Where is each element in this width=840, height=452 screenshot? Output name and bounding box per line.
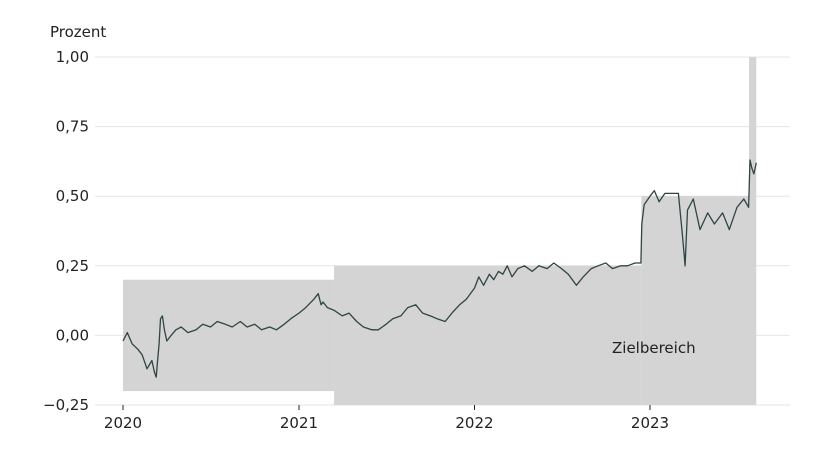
- y-axis-ticks: 1,00 0,75 0,50 0,25 0,00 −0,25: [43, 48, 89, 414]
- x-tick-label: 2021: [280, 414, 318, 432]
- y-tick-label: 0,75: [56, 118, 89, 136]
- x-tick-label: 2020: [104, 414, 142, 432]
- target-range-segment: [334, 265, 642, 405]
- y-tick-label: −0,25: [43, 396, 89, 414]
- target-range-segment: [123, 279, 335, 392]
- target-range-segment: [641, 196, 750, 405]
- target-range-label: Zielbereich: [612, 339, 696, 357]
- target-range-band: [123, 57, 757, 405]
- series-layer: [122, 159, 757, 378]
- series-line: [122, 159, 757, 378]
- x-axis-ticks: 2020 2021 2022 2023: [104, 405, 669, 432]
- y-tick-label: 0,50: [56, 187, 89, 205]
- y-tick-label: 0,00: [56, 326, 89, 344]
- y-tick-label: 1,00: [56, 48, 89, 66]
- y-tick-label: 0,25: [56, 257, 89, 275]
- target-range-segment: [749, 57, 757, 405]
- x-tick-label: 2023: [631, 414, 669, 432]
- y-axis-unit-label: Prozent: [50, 23, 106, 41]
- x-tick-label: 2022: [455, 414, 493, 432]
